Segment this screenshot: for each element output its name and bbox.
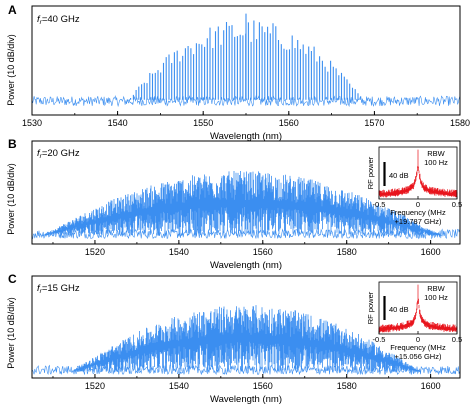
panel-b-xticks: 1520 1540 1560 1580 1600 bbox=[52, 240, 441, 257]
panel-b-label: B bbox=[8, 137, 17, 151]
panel-c-rep-rate-subscript: r bbox=[40, 288, 43, 295]
panel-c-inset-scale-label: 40 dB bbox=[389, 305, 409, 314]
spectrum-comb-band bbox=[71, 305, 421, 372]
inset-xtick-label: -0.5 bbox=[373, 200, 386, 209]
panel-b-inset-scale-label: 40 dB bbox=[389, 171, 409, 180]
xtick-label: 1580 bbox=[450, 118, 470, 128]
xtick-label: 1600 bbox=[421, 247, 441, 257]
xtick-label: 1520 bbox=[85, 247, 105, 257]
panel-b-frame bbox=[31, 140, 461, 245]
panel-b-ylabel: Power (10 dB/div) bbox=[6, 163, 16, 235]
panel-a-ylabel: Power (10 dB/div) bbox=[6, 34, 16, 106]
panel-a-xticks: 1530 1540 1550 1560 1570 1580 bbox=[22, 111, 470, 128]
panel-c-inset-ylabel: RF power bbox=[366, 291, 375, 324]
panel-c-inset: RF power 40 dB RBW 100 Hz -0.5 0 0.5 Frequ… bbox=[366, 281, 462, 361]
panel-b-inset-xlabel: Frequency (MHz bbox=[390, 208, 446, 217]
panel-a-xlabel: Wavelength (nm) bbox=[210, 131, 282, 142]
panel-a-spectrum bbox=[31, 13, 460, 108]
panel-c-inset-xlabel-offset: +15.056 GHz) bbox=[395, 352, 442, 361]
panel-c-inset-xlabel: Frequency (MHz bbox=[390, 343, 446, 352]
spectrum-noise-floor bbox=[31, 95, 460, 108]
inset-xtick-label: 0 bbox=[416, 200, 420, 209]
xtick-label: 1570 bbox=[364, 118, 384, 128]
inset-xtick-label: 0 bbox=[416, 335, 420, 344]
spectrum-comb-band bbox=[41, 171, 442, 236]
panel-c-rep-rate-symbol: f bbox=[37, 283, 41, 294]
panel-b: B Power (10 dB/div) fr=20 GHz 1520 1540 15… bbox=[6, 137, 462, 271]
panel-b-inset: RF power 40 dB RBW 100 Hz -0.5 0 0.5 Frequ… bbox=[366, 146, 462, 226]
panel-c-inset-rbw-value: 100 Hz bbox=[424, 293, 448, 302]
xtick-label: 1580 bbox=[337, 381, 357, 391]
panel-c-inset-rbw: RBW bbox=[427, 284, 445, 293]
xtick-label: 1560 bbox=[253, 247, 273, 257]
xtick-label: 1540 bbox=[169, 247, 189, 257]
xtick-label: 1520 bbox=[85, 381, 105, 391]
panel-b-rep-rate: fr=20 GHz bbox=[37, 148, 80, 160]
panel-b-inset-xticks: -0.5 0 0.5 bbox=[373, 196, 462, 209]
panel-a-label: A bbox=[8, 3, 17, 17]
panel-a: A Power (10 dB/div) fr=40 GHz 1530 1540 15… bbox=[6, 3, 470, 142]
panel-c-xlabel: Wavelength (nm) bbox=[210, 394, 282, 405]
panel-b-spectrum bbox=[31, 171, 460, 240]
panel-b-rep-rate-value: =20 GHz bbox=[42, 148, 80, 159]
panel-a-rep-rate-value: =40 GHz bbox=[42, 14, 80, 25]
panel-b-rep-rate-symbol: f bbox=[37, 148, 41, 159]
xtick-label: 1600 bbox=[421, 381, 441, 391]
panel-c-inset-xticks: -0.5 0 0.5 bbox=[373, 331, 462, 344]
panel-b-inset-rbw: RBW bbox=[427, 149, 445, 158]
panel-a-rep-rate-subscript: r bbox=[40, 19, 43, 26]
panel-b-rep-rate-subscript: r bbox=[40, 153, 43, 160]
panel-c-spectrum bbox=[31, 305, 460, 376]
inset-xtick-label: 0.5 bbox=[452, 200, 462, 209]
panel-c-label: C bbox=[8, 272, 17, 286]
xtick-label: 1560 bbox=[253, 381, 273, 391]
xtick-label: 1560 bbox=[279, 118, 299, 128]
panel-c-rep-rate: fr=15 GHz bbox=[37, 283, 80, 295]
panel-b-inset-xlabel-offset: +19.787 GHz) bbox=[395, 217, 442, 226]
inset-xtick-label: 0.5 bbox=[452, 335, 462, 344]
xtick-label: 1530 bbox=[22, 118, 42, 128]
panel-b-xlabel: Wavelength (nm) bbox=[210, 260, 282, 271]
xtick-label: 1580 bbox=[337, 247, 357, 257]
xtick-label: 1540 bbox=[108, 118, 128, 128]
panel-c-rep-rate-value: =15 GHz bbox=[42, 283, 80, 294]
inset-xtick-label: -0.5 bbox=[373, 335, 386, 344]
panel-a-rep-rate: fr=40 GHz bbox=[37, 14, 80, 26]
xtick-label: 1550 bbox=[193, 118, 213, 128]
panel-a-rep-rate-symbol: f bbox=[37, 14, 41, 25]
panel-c-frame bbox=[31, 275, 461, 379]
spectrum-comb-lines bbox=[127, 13, 364, 101]
panel-c-ylabel: Power (10 dB/div) bbox=[6, 297, 16, 369]
spectrum-noise-floor bbox=[31, 364, 460, 376]
panel-b-inset-ylabel: RF power bbox=[366, 156, 375, 189]
panel-c: C Power (10 dB/div) fr=15 GHz 1520 1540 15… bbox=[6, 272, 462, 405]
panel-c-xticks: 1520 1540 1560 1580 1600 bbox=[52, 374, 441, 391]
panel-b-inset-rbw-value: 100 Hz bbox=[424, 158, 448, 167]
xtick-label: 1540 bbox=[169, 381, 189, 391]
